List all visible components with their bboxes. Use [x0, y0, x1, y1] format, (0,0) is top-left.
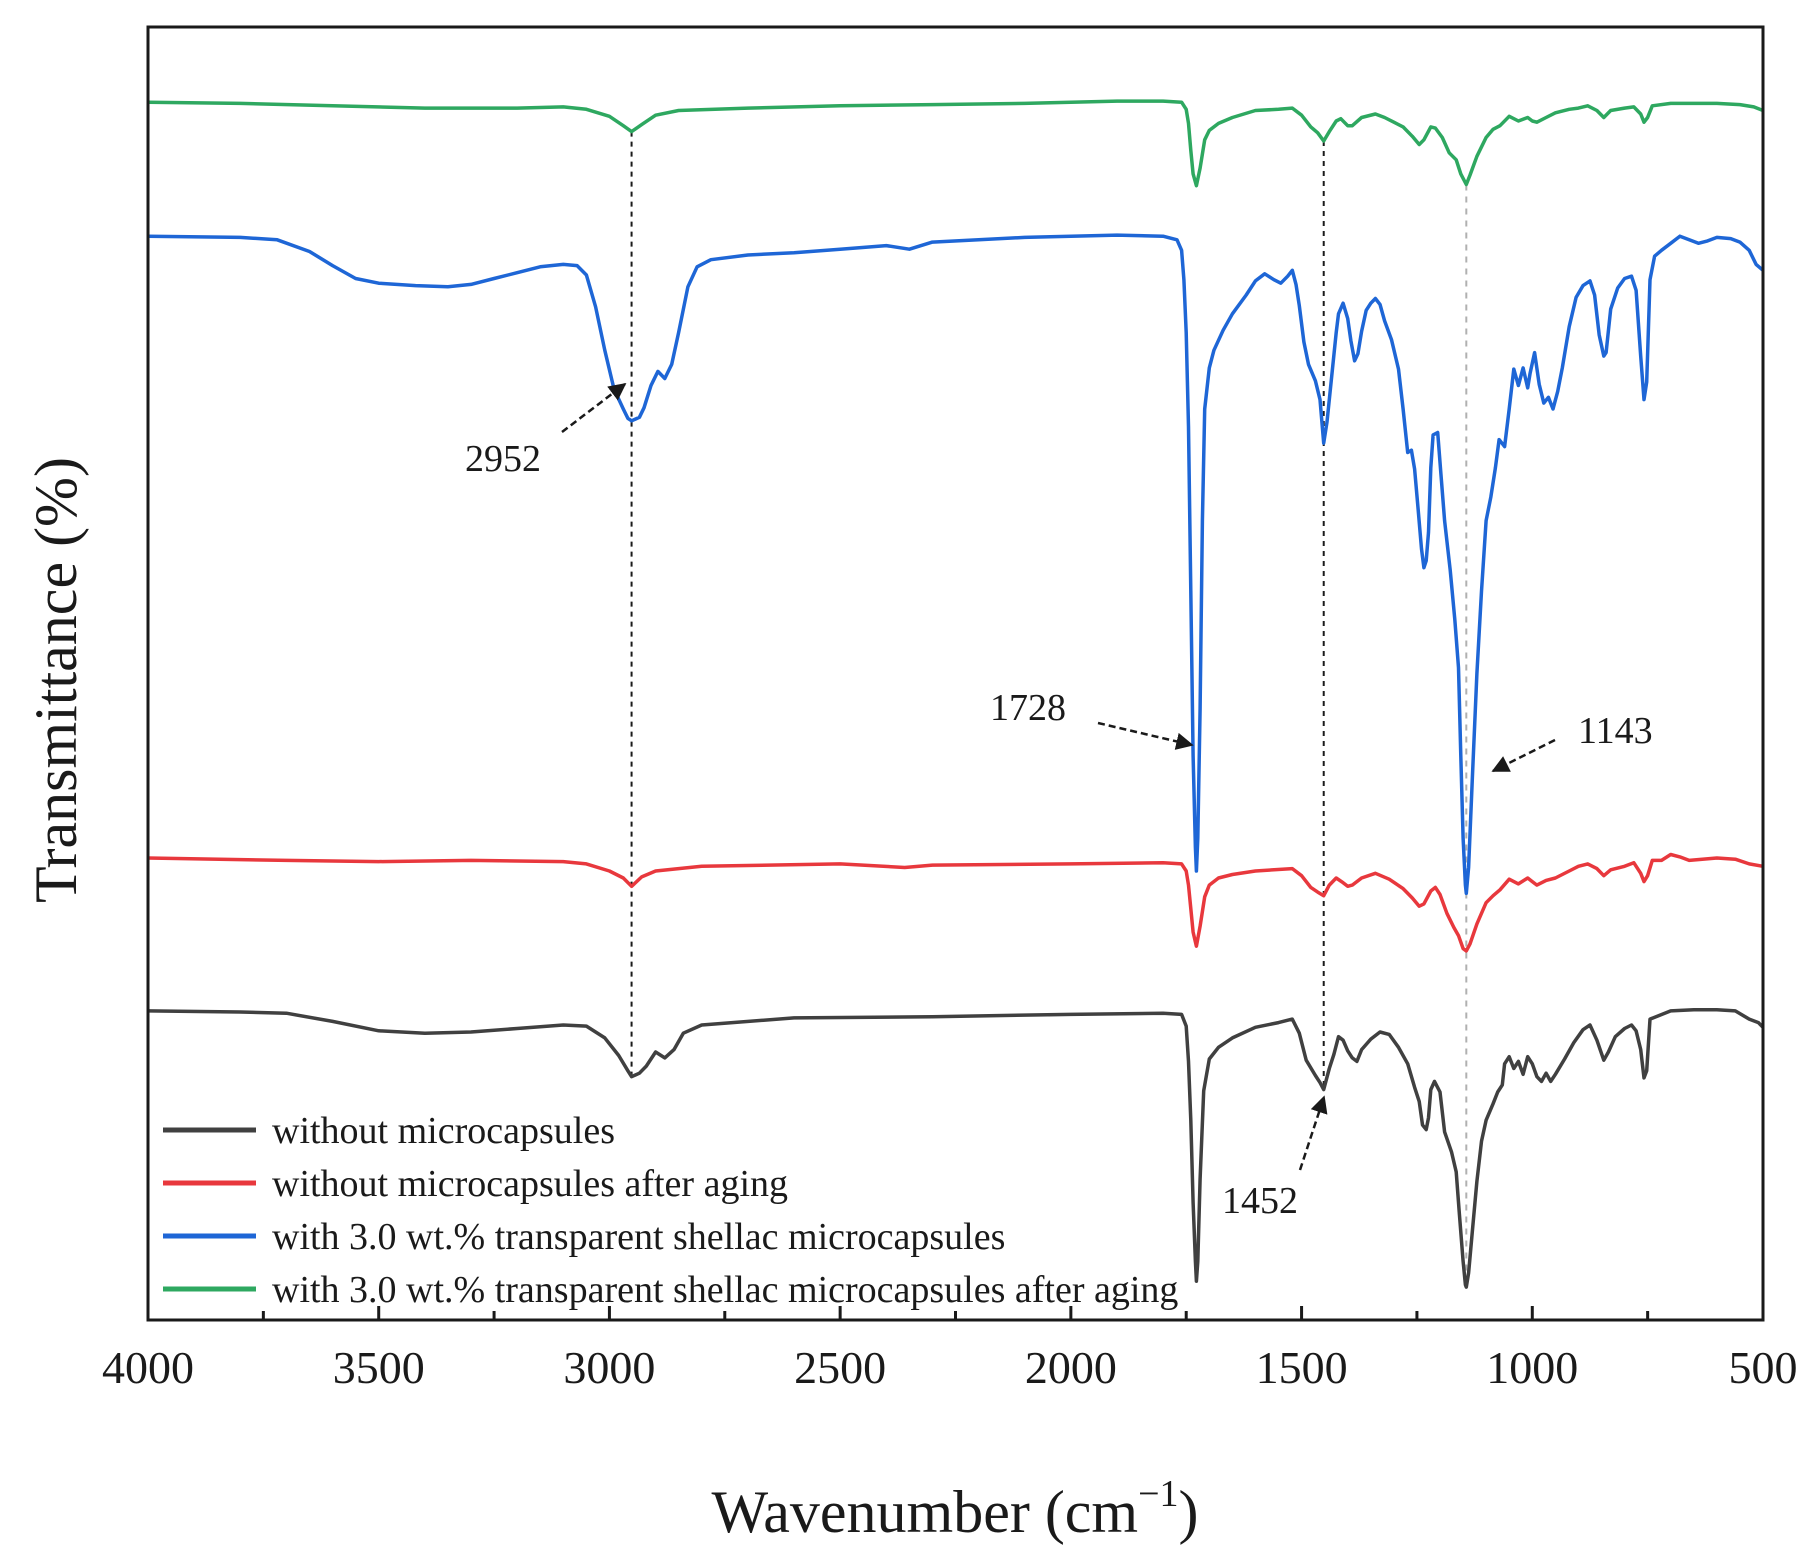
legend-label-with-shellac-microcapsules: with 3.0 wt.% transparent shellac microc…: [272, 1216, 1005, 1258]
series-line-without-microcapsules-after-aging: [147, 852, 1764, 953]
x-tick-label: 2500: [794, 1342, 886, 1393]
x-tick-label: 1500: [1256, 1342, 1348, 1393]
series-group: [147, 99, 1765, 1289]
x-tick-label: 500: [1729, 1342, 1798, 1393]
legend-label-without-microcapsules: without microcapsules: [272, 1110, 615, 1152]
reference-lines: [630, 131, 1468, 1288]
annotation-label-1452: 1452: [1222, 1180, 1298, 1222]
x-axis-title: Wavenumber (cm−1): [711, 1473, 1198, 1545]
annotation-arrow-1452: [1298, 1095, 1328, 1171]
legend-label-with-shellac-microcapsules-after-aging: with 3.0 wt.% transparent shellac microc…: [272, 1269, 1178, 1311]
x-tick-label: 1000: [1486, 1342, 1578, 1393]
annotation-arrow-1728: [1097, 721, 1194, 750]
series-line-with-shellac-microcapsules: [147, 233, 1765, 896]
series-line-without-microcapsules: [147, 1007, 1765, 1289]
peak-annotations: 2952 1728 1143 1452: [465, 382, 1653, 1222]
x-tick-label: 4000: [102, 1342, 194, 1393]
x-tick-label: 2000: [1025, 1342, 1117, 1393]
annotation-label-1143: 1143: [1578, 710, 1653, 752]
x-axis-ticks: 4000 3500 3000 2500 2000 1500 1000 500: [102, 1306, 1798, 1393]
annotation-arrow-2952: [561, 382, 627, 433]
series-line-with-shellac-microcapsules-after-aging: [147, 99, 1764, 188]
annotation-label-1728: 1728: [990, 687, 1066, 729]
x-tick-label: 3000: [563, 1342, 655, 1393]
annotation-arrow-1143: [1491, 738, 1556, 773]
legend-label-without-microcapsules-after-aging: without microcapsules after aging: [272, 1163, 788, 1205]
annotation-label-2952: 2952: [465, 438, 541, 480]
x-tick-label: 3500: [333, 1342, 425, 1393]
legend: without microcapsules without microcapsu…: [163, 1110, 1178, 1311]
y-axis-title: Transmittance (%): [23, 457, 89, 903]
